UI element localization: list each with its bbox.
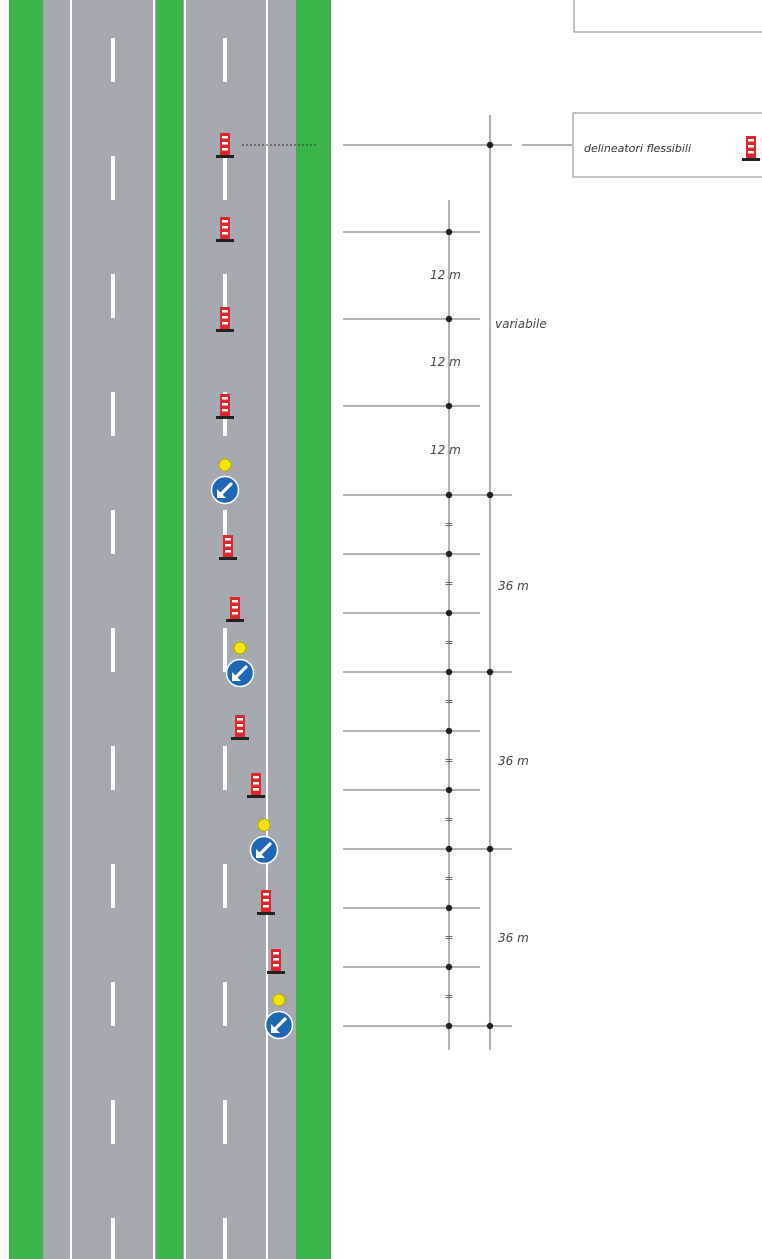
spacing-label: 36 m — [498, 579, 529, 593]
equal-sign: = — [444, 518, 453, 531]
legend-box-top — [573, 0, 762, 33]
keep-left-sign-icon — [209, 474, 241, 506]
warning-lamp-icon — [257, 818, 271, 832]
spacing-label: 36 m — [498, 754, 529, 768]
legend-box: delineatori flessibili — [572, 112, 762, 178]
dimension-lines — [343, 115, 572, 1050]
equal-sign: = — [444, 754, 453, 767]
road — [9, 0, 331, 1259]
dimension-ticks — [445, 141, 494, 1030]
spacing-label: 12 m — [430, 268, 461, 282]
left-verge — [9, 0, 43, 1259]
equal-sign: = — [444, 695, 453, 708]
equal-sign: = — [444, 931, 453, 944]
legend-label: delineatori flessibili — [584, 142, 691, 155]
variable-label: variabile — [495, 317, 547, 331]
right-verge — [296, 0, 331, 1259]
warning-lamp-icon — [233, 641, 247, 655]
warning-lamp-icon — [272, 993, 286, 1007]
equal-sign: = — [444, 636, 453, 649]
equal-sign: = — [444, 577, 453, 590]
keep-left-sign-icon — [248, 834, 280, 866]
warning-lamp-icon — [218, 458, 232, 472]
equal-sign: = — [444, 872, 453, 885]
central-reservation — [156, 0, 183, 1259]
spacing-label: 12 m — [430, 355, 461, 369]
keep-left-sign-icon — [224, 657, 256, 689]
spacing-label: 12 m — [430, 443, 461, 457]
spacing-label: 36 m — [498, 931, 529, 945]
right-carriageway — [183, 0, 296, 1259]
keep-left-sign-icon — [263, 1009, 295, 1041]
equal-sign: = — [444, 813, 453, 826]
equal-sign: = — [444, 990, 453, 1003]
left-carriageway — [43, 0, 156, 1259]
